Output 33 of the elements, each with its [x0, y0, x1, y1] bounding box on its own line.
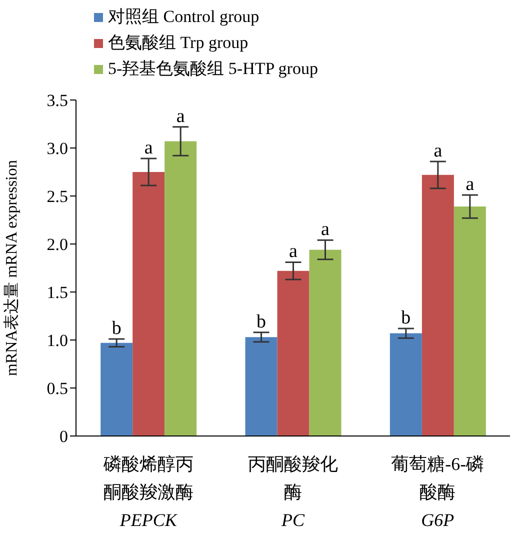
data-label: b	[256, 311, 266, 332]
legend-label: 5-羟基色氨酸组 5-HTP group	[108, 58, 318, 80]
bar	[132, 172, 165, 436]
legend-label: 色氨酸组 Trp group	[108, 32, 248, 54]
data-label: a	[144, 138, 154, 159]
x-tick-label: 丙酮酸羧化酶 PC	[247, 453, 339, 532]
bar	[309, 250, 342, 436]
data-label: a	[176, 106, 186, 127]
y-tick-label: 1.5	[46, 283, 68, 302]
bar	[422, 174, 454, 436]
y-tick-label: 3.0	[46, 139, 68, 158]
bar	[454, 206, 486, 436]
bar	[277, 270, 310, 436]
y-axis-title: mRNA表达量 mRNA expression	[2, 160, 22, 376]
data-label: b	[112, 318, 122, 340]
x-tick-label: 磷酸烯醇丙酮酸羧激酶 PEPCK	[102, 453, 194, 532]
legend-label: 对照组 Control group	[108, 6, 260, 28]
y-tick-label: 0	[60, 427, 68, 446]
data-label: b	[401, 307, 411, 328]
y-tick-label: 2.0	[46, 235, 68, 254]
data-label: a	[321, 219, 330, 240]
data-label: a	[434, 140, 443, 162]
bar	[164, 141, 197, 436]
bar	[390, 333, 422, 436]
bar	[245, 337, 278, 436]
y-tick-label: 2.5	[46, 187, 68, 206]
y-tick-label: 0.5	[46, 379, 68, 398]
data-label: a	[289, 241, 298, 262]
y-tick-label: 1.0	[46, 331, 68, 350]
bar	[100, 342, 133, 436]
y-tick-label: 3.5	[46, 91, 68, 110]
x-tick-label: 葡萄糖-6-磷酸酶 G6P	[390, 453, 486, 532]
data-label: a	[466, 174, 475, 196]
